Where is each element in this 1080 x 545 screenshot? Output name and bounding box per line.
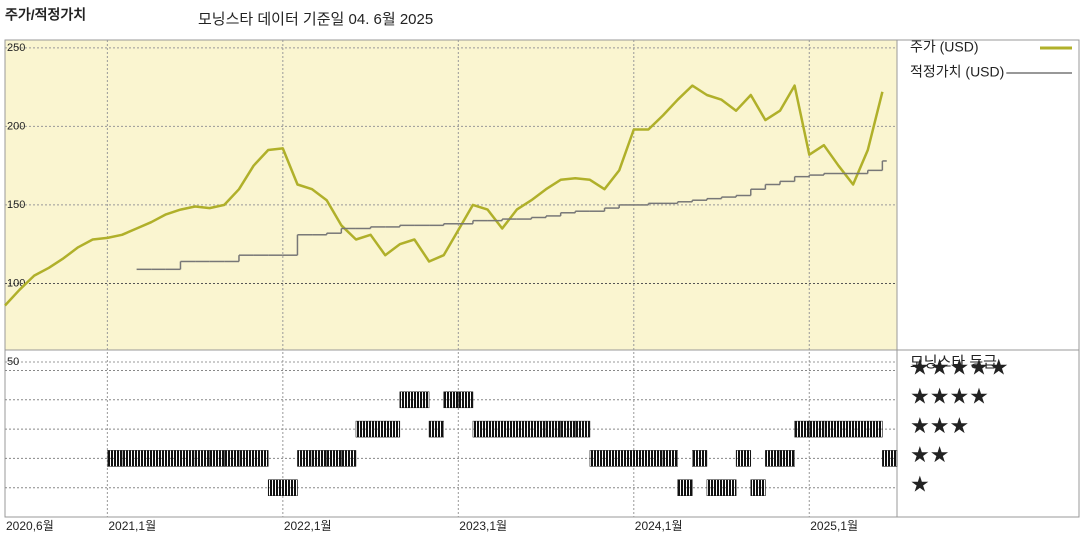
rating-bar (721, 479, 737, 496)
y-tick-label: 50 (7, 356, 19, 368)
chart-title: 주가/적정가치 (5, 7, 86, 23)
rating-bar (194, 450, 210, 467)
rating-legend-label: ★★ (910, 442, 949, 467)
rating-bar (794, 420, 810, 438)
rating-bar (341, 450, 357, 467)
rating-bar (297, 450, 313, 467)
rating-bar (399, 391, 415, 409)
x-tick-label: 2025,1월 (810, 519, 858, 533)
x-tick-label: 2020,6월 (6, 519, 54, 533)
rating-bar (633, 450, 649, 467)
rating-bar (165, 450, 181, 467)
rating-bar (545, 420, 561, 438)
rating-bar (516, 420, 532, 438)
plot-background (5, 40, 897, 350)
rating-legend-label: ★★★★ (910, 384, 989, 409)
y-tick-label: 200 (7, 120, 25, 132)
rating-legend-label: ★ (910, 472, 930, 497)
rating-bar (472, 420, 488, 438)
price-line (4, 84, 884, 307)
x-tick-label: 2022,1월 (284, 519, 332, 533)
rating-bar (487, 420, 503, 438)
rating-bar (618, 450, 635, 467)
rating-bar (107, 450, 123, 467)
rating-bar (779, 450, 795, 467)
rating-bar (575, 420, 591, 438)
rating-bar (136, 450, 152, 467)
rating-bar (150, 450, 167, 467)
rating-bar (224, 450, 240, 467)
rating-bar (692, 450, 708, 467)
y-tick-label: 150 (7, 199, 25, 211)
rating-bar (282, 479, 298, 496)
rating-bar (838, 420, 854, 438)
frame (4, 39, 1080, 518)
rating-bar (604, 450, 620, 467)
x-tick-label: 2023,1월 (459, 519, 507, 533)
y-tick-label: 250 (7, 42, 25, 54)
rating-title: 모닝스타 등급 (910, 354, 997, 371)
rating-bar (735, 450, 752, 467)
rating-bar (443, 391, 459, 409)
rating-bar (809, 420, 825, 438)
rating-bar (531, 420, 547, 438)
rating-bar (852, 420, 869, 438)
rating-bar (458, 391, 474, 409)
rating-bar (706, 479, 722, 496)
rating-bar (253, 450, 269, 467)
chart-subtitle: 모닝스타 데이터 기준일 04. 6월 2025 (198, 11, 433, 28)
rating-bar (121, 450, 137, 467)
rating-bar (648, 450, 664, 467)
rating-bar (560, 420, 576, 438)
rating-bar (662, 450, 678, 467)
rating-bar (267, 479, 284, 496)
rating-bar (867, 420, 883, 438)
rating-bar (750, 479, 766, 496)
legend-label: 적정가치 (USD) (910, 64, 1004, 80)
rating-bar (589, 450, 605, 467)
rating-bar (326, 450, 342, 467)
rating-bar (765, 450, 781, 467)
x-tick-label: 2021,1월 (108, 519, 156, 533)
rating-bar (428, 420, 444, 438)
x-tick-label: 2024,1월 (635, 519, 683, 533)
rating-bar (414, 391, 430, 409)
rating-bar (355, 420, 371, 438)
rating-bar (238, 450, 254, 467)
rating-bar (501, 420, 518, 438)
rating-bar (209, 450, 225, 467)
legend-label: 주가 (USD) (910, 39, 979, 55)
rating-bar (180, 450, 196, 467)
y-tick-label: 100 (7, 277, 25, 289)
rating-bar (882, 450, 898, 467)
rating-bar (823, 420, 839, 438)
rating-bar (311, 450, 327, 467)
rating-legend-label: ★★★★★ (910, 354, 1009, 379)
rating-bar (370, 420, 386, 438)
rating-bar (384, 420, 401, 438)
rating-bar (677, 479, 693, 496)
rating-legend-label: ★★★ (910, 413, 969, 438)
